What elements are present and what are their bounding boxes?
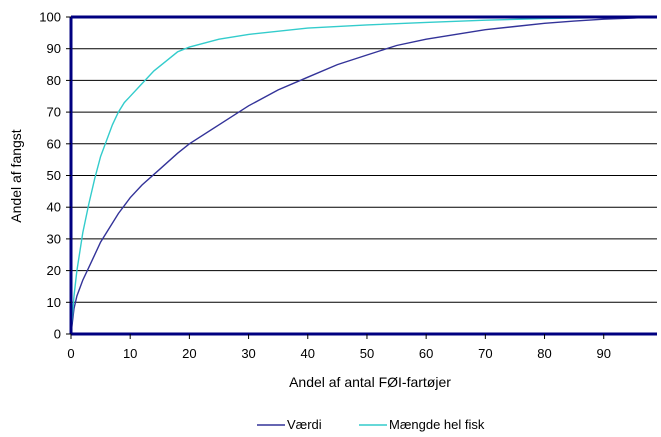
x-tick-label: 90: [596, 346, 610, 361]
gridlines: [71, 16, 657, 303]
series-line-2: [70, 16, 658, 335]
y-tick-label: 80: [47, 73, 61, 88]
x-tick-label: 50: [360, 346, 374, 361]
x-tick-label: 40: [301, 346, 315, 361]
x-axis-title: Andel af antal FØI-fartøjer: [289, 374, 451, 390]
x-tick-label: 70: [478, 346, 492, 361]
axes: [66, 15, 657, 339]
x-tick-label: 80: [537, 346, 551, 361]
y-tick-label: 60: [47, 136, 61, 151]
legend-label-1: Værdi: [287, 417, 322, 432]
y-tick-label: 0: [54, 327, 61, 342]
y-tick-label: 10: [47, 295, 61, 310]
y-tick-label: 40: [47, 200, 61, 215]
y-tick-label: 70: [47, 105, 61, 120]
series-line-1: [70, 16, 658, 335]
y-tick-label: 100: [39, 10, 61, 25]
legend-label-2: Mængde hel fisk: [389, 417, 485, 432]
y-axis-title: Andel af fangst: [8, 129, 24, 223]
x-tick-label: 30: [241, 346, 255, 361]
y-tick-label: 50: [47, 168, 61, 183]
x-tick-label: 0: [67, 346, 74, 361]
y-tick-label: 30: [47, 231, 61, 246]
x-tick-labels: 0 10 20 30 40 50 60 70 80 90: [67, 346, 611, 361]
x-tick-label: 20: [182, 346, 196, 361]
series-lines: [70, 16, 658, 335]
y-tick-labels: 0 10 20 30 40 50 60 70 80 90 100: [39, 10, 61, 342]
y-tick-label: 20: [47, 263, 61, 278]
legend: Værdi Mængde hel fisk: [257, 417, 485, 432]
x-tick-label: 10: [123, 346, 137, 361]
x-tick-label: 60: [419, 346, 433, 361]
y-tick-label: 90: [47, 41, 61, 56]
